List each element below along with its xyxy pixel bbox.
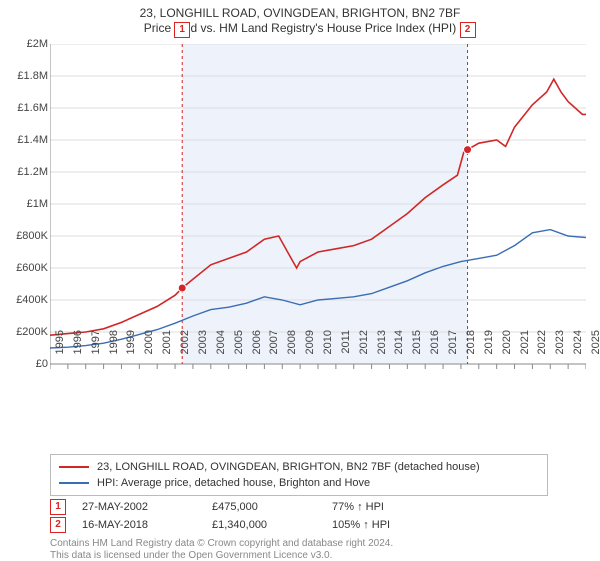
x-tick-label: 1999: [125, 330, 137, 370]
legend-label: 23, LONGHILL ROAD, OVINGDEAN, BRIGHTON, …: [97, 461, 480, 473]
transaction-pct: 105% ↑ HPI: [332, 519, 442, 531]
x-tick-label: 1995: [54, 330, 66, 370]
x-tick-label: 2014: [393, 330, 405, 370]
x-tick-label: 2002: [179, 330, 191, 370]
chart-titles: 23, LONGHILL ROAD, OVINGDEAN, BRIGHTON, …: [0, 0, 600, 36]
marker-ref-icon: 1: [50, 499, 66, 515]
chart-area: £0£200K£400K£600K£800K£1M£1.2M£1.4M£1.6M…: [50, 44, 586, 414]
legend-swatch: [59, 482, 89, 484]
x-tick-label: 2017: [447, 330, 459, 370]
x-tick-label: 1998: [108, 330, 120, 370]
y-tick-label: £400K: [2, 294, 48, 306]
x-tick-label: 2007: [268, 330, 280, 370]
x-tick-label: 1996: [72, 330, 84, 370]
transaction-date: 16-MAY-2018: [82, 519, 212, 531]
x-tick-label: 2015: [411, 330, 423, 370]
x-tick-label: 2001: [161, 330, 173, 370]
y-tick-label: £0: [2, 358, 48, 370]
marker-ref-icon: 2: [50, 517, 66, 533]
x-tick-label: 2013: [376, 330, 388, 370]
y-tick-label: £1.2M: [2, 166, 48, 178]
y-tick-label: £2M: [2, 38, 48, 50]
x-tick-label: 2009: [304, 330, 316, 370]
x-tick-label: 2005: [233, 330, 245, 370]
y-tick-label: £800K: [2, 230, 48, 242]
y-tick-label: £200K: [2, 326, 48, 338]
x-tick-label: 2010: [322, 330, 334, 370]
table-row: 1 27-MAY-2002 £475,000 77% ↑ HPI: [50, 498, 570, 516]
title-main: 23, LONGHILL ROAD, OVINGDEAN, BRIGHTON, …: [0, 6, 600, 21]
x-tick-label: 1997: [90, 330, 102, 370]
marker-callout-icon: 1: [174, 22, 190, 38]
x-tick-label: 2011: [340, 330, 352, 370]
table-row: 2 16-MAY-2018 £1,340,000 105% ↑ HPI: [50, 516, 570, 534]
x-tick-label: 2012: [358, 330, 370, 370]
x-tick-label: 2004: [215, 330, 227, 370]
y-tick-label: £1M: [2, 198, 48, 210]
transaction-price: £475,000: [212, 501, 332, 513]
legend-item: HPI: Average price, detached house, Brig…: [59, 475, 539, 491]
legend-item: 23, LONGHILL ROAD, OVINGDEAN, BRIGHTON, …: [59, 459, 539, 475]
transaction-pct: 77% ↑ HPI: [332, 501, 442, 513]
x-tick-label: 2006: [251, 330, 263, 370]
legend-label: HPI: Average price, detached house, Brig…: [97, 477, 370, 489]
x-tick-label: 2000: [143, 330, 155, 370]
legend-swatch: [59, 466, 89, 468]
x-tick-label: 2019: [483, 330, 495, 370]
transaction-date: 27-MAY-2002: [82, 501, 212, 513]
footer-line: This data is licensed under the Open Gov…: [50, 550, 393, 561]
x-tick-label: 2003: [197, 330, 209, 370]
transactions-table: 1 27-MAY-2002 £475,000 77% ↑ HPI 2 16-MA…: [50, 498, 570, 534]
x-tick-label: 2020: [501, 330, 513, 370]
x-tick-label: 2018: [465, 330, 477, 370]
footer-attribution: Contains HM Land Registry data © Crown c…: [50, 538, 393, 561]
y-tick-label: £1.4M: [2, 134, 48, 146]
marker-callout-icon: 2: [460, 22, 476, 38]
y-tick-label: £1.6M: [2, 102, 48, 114]
x-tick-label: 2025: [590, 330, 600, 370]
x-tick-label: 2016: [429, 330, 441, 370]
legend-box: 23, LONGHILL ROAD, OVINGDEAN, BRIGHTON, …: [50, 454, 548, 496]
x-tick-label: 2008: [286, 330, 298, 370]
y-tick-label: £1.8M: [2, 70, 48, 82]
x-tick-label: 2024: [572, 330, 584, 370]
footer-line: Contains HM Land Registry data © Crown c…: [50, 538, 393, 550]
y-tick-label: £600K: [2, 262, 48, 274]
x-tick-label: 2023: [554, 330, 566, 370]
x-tick-label: 2022: [536, 330, 548, 370]
transaction-price: £1,340,000: [212, 519, 332, 531]
title-sub: Price paid vs. HM Land Registry's House …: [0, 21, 600, 36]
x-tick-label: 2021: [519, 330, 531, 370]
